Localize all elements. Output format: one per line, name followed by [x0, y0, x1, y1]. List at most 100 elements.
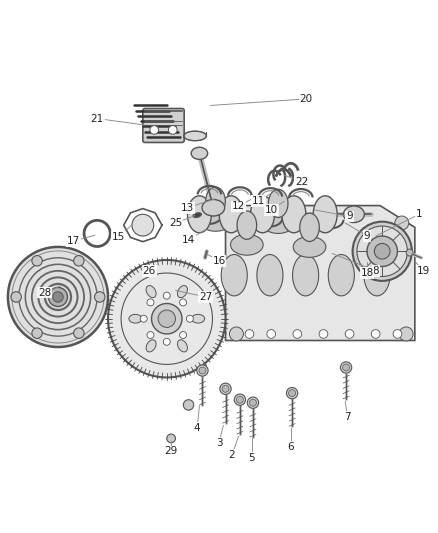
- Circle shape: [293, 329, 302, 338]
- Ellipse shape: [146, 286, 156, 297]
- Circle shape: [230, 327, 244, 341]
- Text: 14: 14: [182, 235, 195, 245]
- Circle shape: [147, 299, 154, 306]
- Text: 10: 10: [265, 205, 278, 215]
- Circle shape: [230, 216, 244, 230]
- Ellipse shape: [202, 199, 225, 216]
- Ellipse shape: [251, 196, 275, 233]
- Text: 11: 11: [251, 196, 265, 206]
- Text: 12: 12: [232, 201, 245, 212]
- Circle shape: [247, 397, 258, 408]
- Ellipse shape: [191, 147, 208, 159]
- Text: 27: 27: [199, 292, 212, 302]
- Ellipse shape: [328, 255, 354, 296]
- Ellipse shape: [129, 314, 142, 323]
- Circle shape: [184, 400, 194, 410]
- Text: 7: 7: [344, 411, 351, 422]
- Ellipse shape: [206, 187, 225, 215]
- Text: 15: 15: [112, 232, 126, 242]
- Circle shape: [399, 327, 413, 341]
- Circle shape: [158, 310, 176, 327]
- Ellipse shape: [177, 286, 187, 297]
- Circle shape: [345, 329, 354, 338]
- Circle shape: [393, 329, 402, 338]
- Circle shape: [32, 255, 42, 266]
- Text: 9: 9: [346, 212, 353, 221]
- Circle shape: [199, 367, 206, 374]
- Text: 3: 3: [215, 438, 223, 448]
- Circle shape: [180, 332, 187, 338]
- Ellipse shape: [237, 211, 257, 239]
- Text: 5: 5: [248, 453, 255, 463]
- Circle shape: [11, 292, 21, 302]
- Circle shape: [132, 214, 154, 236]
- Circle shape: [163, 292, 170, 299]
- Circle shape: [367, 236, 397, 266]
- Ellipse shape: [313, 196, 337, 233]
- Circle shape: [95, 292, 105, 302]
- Circle shape: [286, 387, 298, 399]
- Circle shape: [343, 364, 350, 371]
- Text: 22: 22: [295, 176, 308, 187]
- Circle shape: [32, 328, 42, 338]
- Circle shape: [150, 126, 159, 134]
- Circle shape: [353, 222, 412, 281]
- Text: 19: 19: [417, 266, 430, 276]
- Circle shape: [152, 303, 182, 334]
- Circle shape: [53, 292, 63, 302]
- Ellipse shape: [187, 196, 212, 233]
- Circle shape: [74, 328, 84, 338]
- Ellipse shape: [191, 314, 205, 323]
- Circle shape: [245, 329, 254, 338]
- Circle shape: [168, 126, 177, 134]
- Circle shape: [267, 329, 276, 338]
- Circle shape: [48, 287, 67, 306]
- Ellipse shape: [193, 213, 201, 217]
- Text: 16: 16: [212, 256, 226, 266]
- Circle shape: [140, 315, 147, 322]
- Text: 26: 26: [143, 266, 156, 276]
- Ellipse shape: [146, 340, 156, 352]
- Circle shape: [374, 244, 390, 259]
- Text: 21: 21: [91, 114, 104, 124]
- Polygon shape: [226, 206, 415, 341]
- Circle shape: [319, 329, 328, 338]
- Text: 25: 25: [169, 218, 182, 228]
- Circle shape: [108, 260, 226, 377]
- Circle shape: [357, 226, 407, 277]
- Circle shape: [250, 399, 256, 406]
- Circle shape: [371, 329, 380, 338]
- Ellipse shape: [343, 206, 364, 223]
- Ellipse shape: [221, 255, 247, 296]
- Circle shape: [237, 396, 244, 403]
- Circle shape: [340, 362, 352, 373]
- Text: 17: 17: [67, 236, 80, 246]
- Ellipse shape: [257, 255, 283, 296]
- Text: 13: 13: [181, 203, 194, 213]
- Ellipse shape: [300, 213, 319, 241]
- Text: 4: 4: [194, 423, 201, 433]
- Text: 29: 29: [165, 447, 178, 456]
- Text: 9: 9: [364, 231, 370, 241]
- Ellipse shape: [293, 237, 326, 257]
- Text: 2: 2: [229, 449, 235, 459]
- Circle shape: [222, 385, 229, 392]
- Circle shape: [74, 255, 84, 266]
- Text: 6: 6: [287, 442, 294, 452]
- Ellipse shape: [199, 211, 232, 231]
- Ellipse shape: [293, 255, 319, 296]
- Circle shape: [167, 434, 176, 443]
- Ellipse shape: [230, 235, 263, 255]
- Ellipse shape: [268, 189, 288, 217]
- Circle shape: [8, 247, 108, 347]
- Circle shape: [220, 383, 231, 394]
- Circle shape: [163, 338, 170, 345]
- Ellipse shape: [219, 196, 243, 233]
- Circle shape: [289, 390, 296, 397]
- Circle shape: [395, 216, 409, 230]
- Ellipse shape: [184, 131, 206, 141]
- FancyBboxPatch shape: [143, 109, 184, 142]
- Circle shape: [406, 249, 413, 256]
- Ellipse shape: [262, 213, 294, 233]
- Circle shape: [197, 365, 208, 376]
